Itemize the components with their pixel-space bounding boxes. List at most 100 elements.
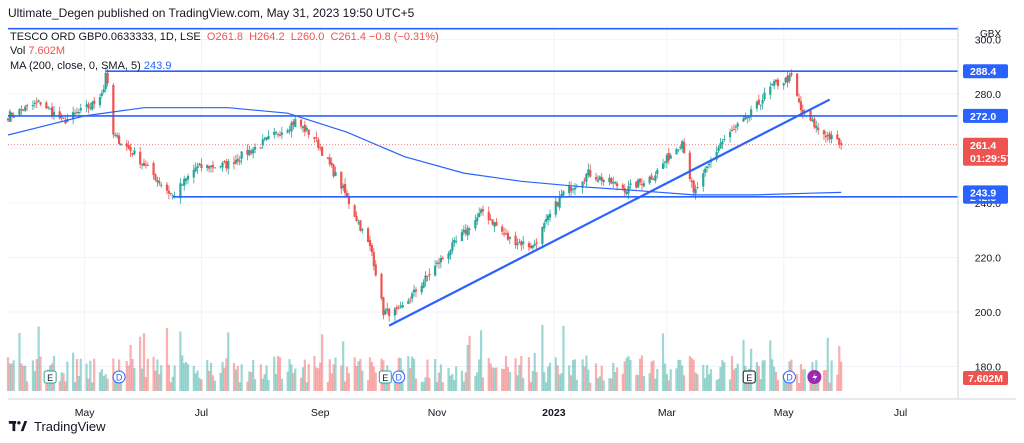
symbol-legend[interactable]: TESCO ORD GBP0.0633333, 1D, LSE O261.8 H…: [10, 31, 439, 43]
volume-bar: [621, 373, 624, 391]
volume-bar: [66, 361, 69, 391]
candle-body: [453, 239, 456, 243]
volume-bar: [769, 340, 772, 391]
candle-body: [501, 226, 504, 232]
volume-bar: [45, 382, 48, 391]
candle-body: [290, 122, 293, 132]
volume-bar: [252, 360, 255, 391]
tradingview-logo[interactable]: TradingView: [8, 419, 106, 434]
volume-bar: [435, 381, 439, 391]
volume-bar: [125, 361, 128, 391]
candle-body: [543, 223, 546, 229]
candle-body: [299, 119, 303, 127]
candle-body: [560, 193, 563, 197]
volume-bar: [455, 366, 458, 391]
candle-body: [723, 138, 726, 140]
candle-body: [679, 147, 682, 149]
candle-body: [786, 75, 789, 83]
volume-bar: [73, 382, 77, 391]
candle-body: [594, 177, 598, 180]
volume-bar: [826, 337, 829, 391]
volume-bar: [434, 359, 437, 391]
candle-body: [386, 308, 389, 311]
candle-body: [223, 161, 226, 163]
volume-bar: [131, 359, 134, 391]
candle-body: [106, 72, 109, 84]
candle-body: [6, 118, 10, 121]
earnings-marker: [378, 370, 392, 384]
volume-bars: [6, 325, 843, 391]
candle-body: [357, 222, 360, 224]
volume-bar: [58, 381, 61, 391]
ma-tag-label: 243.9: [970, 187, 996, 199]
candle-body: [114, 134, 117, 136]
candle-body: [502, 233, 506, 235]
volume-bar: [761, 360, 764, 391]
volume-bar: [803, 368, 806, 391]
volume-bar: [85, 363, 88, 391]
candle-body: [420, 285, 423, 293]
volume-bar: [77, 375, 80, 391]
candle-body: [669, 155, 672, 159]
candle-body: [119, 143, 123, 145]
volume-bar: [614, 372, 617, 391]
ohlc-close: C261.4: [327, 31, 366, 43]
volume-bar: [104, 374, 107, 391]
volume-bar: [692, 359, 695, 391]
volume-bar: [414, 378, 418, 391]
volume-bar: [479, 330, 483, 391]
candle-body: [439, 257, 442, 263]
candle-body: [52, 111, 56, 116]
candle-body: [276, 133, 280, 135]
candle-body: [165, 184, 169, 191]
volume-bar: [801, 369, 804, 391]
candle-body: [455, 240, 458, 242]
candle-body: [169, 192, 172, 194]
candle-body: [568, 185, 571, 194]
volume-bar: [625, 357, 628, 391]
candle-body: [479, 209, 483, 213]
volume-bar: [332, 364, 335, 391]
candle-body: [750, 109, 753, 116]
volume-bar: [31, 360, 34, 391]
candle-body: [734, 126, 737, 128]
candle-body: [558, 196, 561, 208]
volume-bar: [368, 357, 372, 391]
volume-bar: [267, 379, 270, 391]
candle-body: [12, 116, 15, 118]
candle-body: [265, 137, 268, 140]
volume-bar: [648, 373, 651, 391]
volume-bar: [87, 378, 90, 391]
volume-bar: [185, 362, 188, 391]
volume-legend[interactable]: Vol 7.602M: [10, 45, 65, 57]
price-tick-label: 180.0: [975, 361, 1001, 373]
candle-body: [527, 243, 531, 248]
candle-body: [388, 308, 391, 317]
candle-body: [259, 147, 262, 149]
candle-body: [37, 100, 40, 102]
candle-body: [340, 171, 343, 189]
volume-bar: [144, 376, 148, 391]
volume-bar: [169, 382, 172, 391]
candle-body: [372, 252, 375, 267]
candle-body: [715, 151, 718, 160]
candle-body: [305, 127, 308, 131]
volume-bar: [253, 379, 257, 391]
candle-body: [656, 169, 659, 175]
ohlc-low: L260.0: [287, 31, 325, 43]
candle-body: [466, 227, 469, 236]
candle-body: [104, 73, 107, 90]
candle-body: [721, 141, 724, 145]
candle-body: [531, 245, 534, 248]
volume-bar: [140, 368, 144, 391]
volume-bar: [830, 360, 833, 391]
volume-bar: [24, 365, 27, 391]
ma-legend[interactable]: MA (200, close, 0, SMA, 5) 243.9: [10, 60, 171, 72]
volume-bar: [100, 369, 103, 391]
candle-body: [116, 135, 119, 137]
volume-bar: [506, 367, 509, 391]
candle-body: [156, 180, 159, 183]
volume-bar: [656, 369, 659, 391]
